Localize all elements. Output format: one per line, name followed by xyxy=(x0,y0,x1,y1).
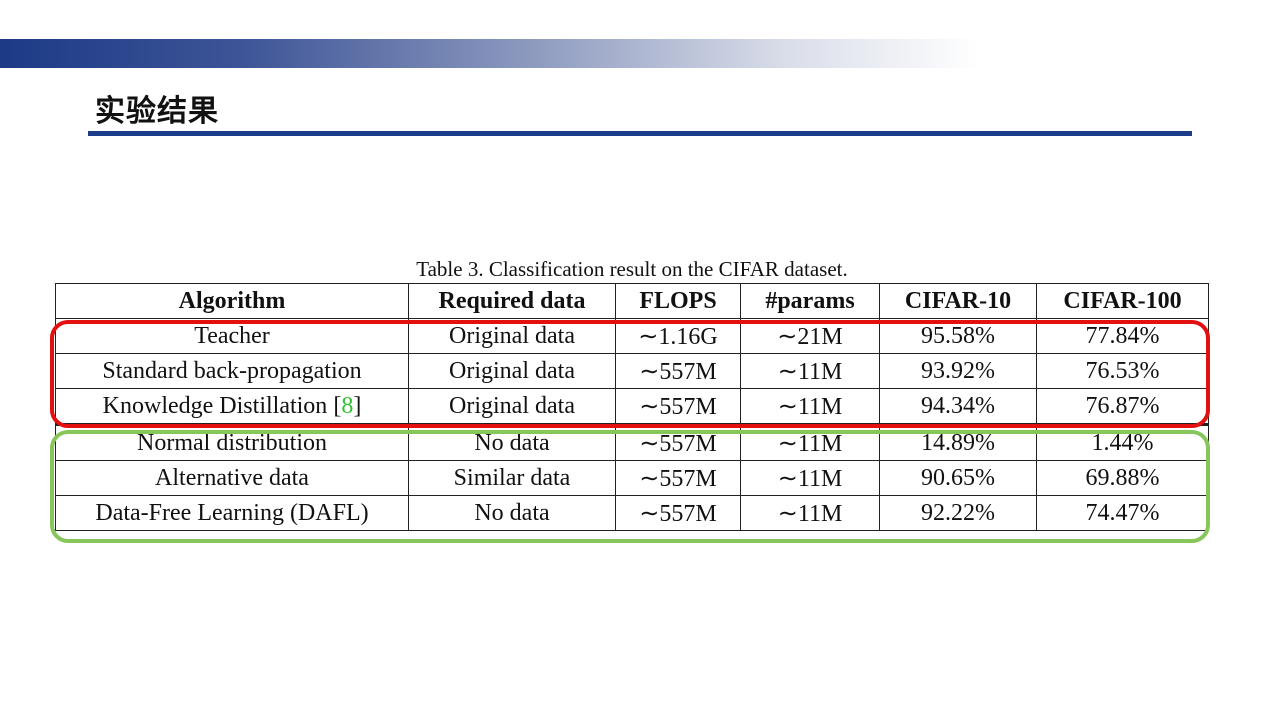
table-caption: Table 3. Classification result on the CI… xyxy=(416,257,848,281)
cell-required-data: Similar data xyxy=(408,460,616,496)
cell-cifar10: 94.34% xyxy=(879,388,1037,425)
cell-cifar10: 90.65% xyxy=(879,460,1037,496)
cell-params: ∼11M xyxy=(740,388,880,425)
table-row: Teacher Original data ∼1.16G ∼21M 95.58%… xyxy=(55,318,1209,354)
cell-cifar100: 74.47% xyxy=(1036,495,1209,531)
cell-algorithm: Normal distribution xyxy=(55,423,409,461)
table-row: Knowledge Distillation [8] Original data… xyxy=(55,388,1209,425)
cell-cifar100: 77.84% xyxy=(1036,318,1209,354)
cell-algorithm: Alternative data xyxy=(55,460,409,496)
cell-required-data: Original data xyxy=(408,388,616,425)
table-row: Standard back-propagation Original data … xyxy=(55,353,1209,389)
header-params: #params xyxy=(740,283,880,319)
table-row: Normal distribution No data ∼557M ∼11M 1… xyxy=(55,423,1209,461)
header-cifar100: CIFAR-100 xyxy=(1036,283,1209,319)
cell-algorithm: Standard back-propagation xyxy=(55,353,409,389)
cell-flops: ∼557M xyxy=(615,353,741,389)
cell-cifar10: 95.58% xyxy=(879,318,1037,354)
cell-algorithm: Data-Free Learning (DAFL) xyxy=(55,495,409,531)
table-row: Alternative data Similar data ∼557M ∼11M… xyxy=(55,460,1209,496)
table-header-row: Algorithm Required data FLOPS #params CI… xyxy=(55,283,1209,319)
results-table: Algorithm Required data FLOPS #params CI… xyxy=(55,283,1209,531)
header-algorithm: Algorithm xyxy=(55,283,409,319)
cell-params: ∼11M xyxy=(740,353,880,389)
cell-algorithm: Knowledge Distillation [8] xyxy=(55,388,409,425)
cell-algorithm: Teacher xyxy=(55,318,409,354)
title-underline xyxy=(88,131,1192,136)
cell-cifar100: 76.87% xyxy=(1036,388,1209,425)
cell-flops: ∼1.16G xyxy=(615,318,741,354)
header-cifar10: CIFAR-10 xyxy=(879,283,1037,319)
citation-link[interactable]: 8 xyxy=(341,392,354,419)
cell-flops: ∼557M xyxy=(615,460,741,496)
cell-flops: ∼557M xyxy=(615,495,741,531)
table-row: Data-Free Learning (DAFL) No data ∼557M … xyxy=(55,495,1209,531)
cell-cifar100: 76.53% xyxy=(1036,353,1209,389)
header-gradient-bar xyxy=(0,39,980,68)
algorithm-label: Knowledge Distillation xyxy=(102,392,334,419)
cell-cifar10: 93.92% xyxy=(879,353,1037,389)
cell-required-data: Original data xyxy=(408,318,616,354)
cell-params: ∼11M xyxy=(740,495,880,531)
cell-params: ∼11M xyxy=(740,460,880,496)
cell-cifar100: 69.88% xyxy=(1036,460,1209,496)
slide-title: 实验结果 xyxy=(95,94,219,129)
cell-cifar10: 92.22% xyxy=(879,495,1037,531)
cell-required-data: No data xyxy=(408,495,616,531)
cell-cifar100: 1.44% xyxy=(1036,423,1209,461)
header-required-data: Required data xyxy=(408,283,616,319)
cell-flops: ∼557M xyxy=(615,388,741,425)
header-flops: FLOPS xyxy=(615,283,741,319)
cell-params: ∼21M xyxy=(740,318,880,354)
cell-cifar10: 14.89% xyxy=(879,423,1037,461)
cell-params: ∼11M xyxy=(740,423,880,461)
cell-required-data: Original data xyxy=(408,353,616,389)
cell-flops: ∼557M xyxy=(615,423,741,461)
cell-required-data: No data xyxy=(408,423,616,461)
